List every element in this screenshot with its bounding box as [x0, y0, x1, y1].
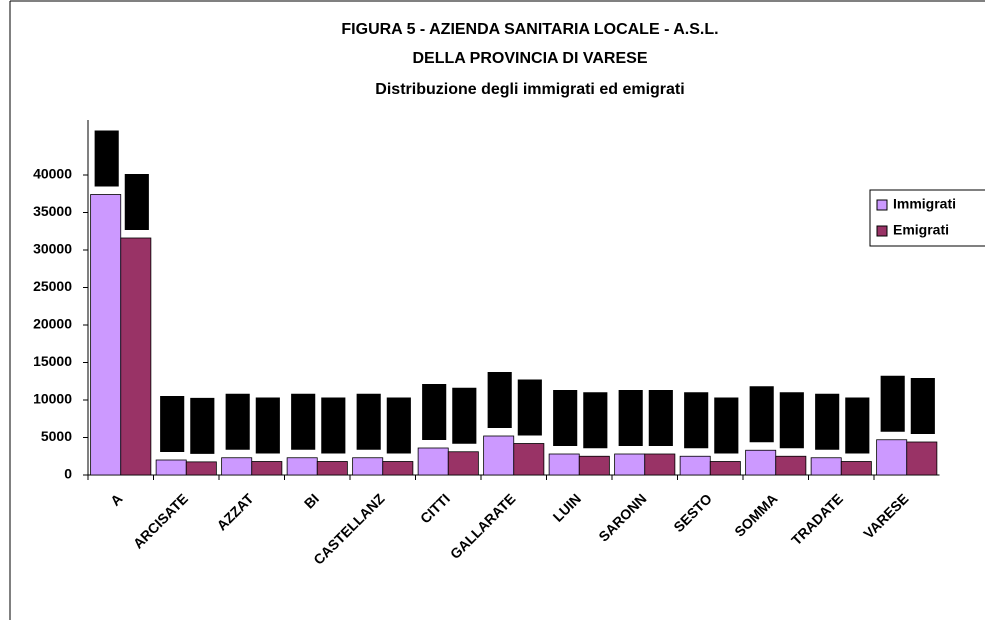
bar — [352, 457, 384, 476]
bar — [185, 461, 217, 476]
y-tick-label: 40000 — [33, 166, 72, 182]
bar — [447, 451, 479, 476]
y-tick-label: 10000 — [33, 391, 72, 407]
redacted-label — [422, 384, 447, 440]
bar — [876, 439, 908, 476]
y-tick-label: 0 — [64, 466, 72, 482]
bar — [382, 461, 414, 476]
bar — [614, 453, 646, 476]
x-tick-label: BI — [301, 490, 322, 511]
redacted-label — [386, 397, 411, 454]
redacted-label — [255, 397, 280, 454]
bar — [644, 453, 676, 476]
y-tick-label: 15000 — [33, 353, 72, 369]
bar — [286, 457, 318, 476]
redacted-label — [684, 392, 709, 449]
redacted-label — [291, 393, 316, 450]
x-tick-label: A — [107, 490, 125, 508]
x-tick-label: SESTO — [670, 490, 715, 535]
bar — [840, 461, 872, 476]
redacted-label — [321, 397, 346, 454]
redacted-label — [553, 390, 578, 446]
bar — [120, 237, 152, 476]
bar — [775, 455, 807, 476]
bar — [155, 459, 187, 476]
bar — [483, 435, 515, 476]
redacted-label — [124, 174, 149, 230]
x-tick-label: SOMMA — [731, 490, 780, 539]
redacted-label — [356, 393, 381, 450]
chart-subtitle: Distribuzione degli immigrati ed emigrat… — [375, 81, 684, 98]
bar — [221, 457, 253, 476]
redacted-label — [749, 386, 774, 443]
x-tick-label: AZZAT — [213, 490, 256, 533]
bar — [745, 449, 777, 476]
y-tick-label: 20000 — [33, 316, 72, 332]
redacted-label — [618, 390, 643, 446]
redacted-label — [452, 387, 477, 444]
bar — [513, 443, 545, 476]
x-tick-label: ARCISATE — [130, 490, 191, 551]
y-tick-label: 25000 — [33, 278, 72, 294]
y-tick-label: 5000 — [41, 428, 72, 444]
y-tick-label: 35000 — [33, 203, 72, 219]
bar — [810, 457, 842, 476]
redacted-label — [815, 393, 840, 450]
bar — [709, 461, 741, 476]
bar — [90, 194, 122, 476]
legend — [869, 189, 985, 247]
x-tick-label: SARONN — [595, 490, 649, 544]
bar — [251, 461, 283, 476]
redacted-label — [714, 397, 739, 454]
legend-label: Emigrati — [893, 222, 949, 238]
redacted-label — [517, 379, 542, 436]
legend-swatch — [876, 199, 888, 211]
redacted-label — [583, 392, 608, 449]
bar — [679, 455, 711, 476]
legend-label: Immigrati — [893, 196, 956, 212]
redacted-label — [910, 378, 935, 434]
x-tick-label: CITTI — [417, 490, 453, 526]
chart-subtitle: DELLA PROVINCIA DI VARESE — [413, 50, 648, 67]
redacted-label — [487, 372, 512, 428]
redacted-label — [160, 396, 185, 452]
bar — [548, 453, 580, 476]
redacted-label — [845, 397, 870, 454]
redacted-label — [648, 390, 673, 446]
bar — [417, 447, 449, 476]
bar — [316, 461, 348, 476]
redacted-label — [880, 375, 905, 432]
y-tick-label: 30000 — [33, 241, 72, 257]
bar — [578, 455, 610, 476]
redacted-label — [190, 397, 215, 454]
legend-swatch — [876, 225, 888, 237]
x-tick-label: LUIN — [550, 490, 584, 524]
x-tick-label: TRADATE — [788, 490, 846, 548]
redacted-label — [225, 393, 250, 450]
x-tick-label: GALLARATE — [447, 490, 519, 562]
x-tick-label: VARESE — [860, 490, 911, 541]
redacted-label — [94, 130, 119, 187]
redacted-label — [779, 392, 804, 449]
chart-title: FIGURA 5 - AZIENDA SANITARIA LOCALE - A.… — [341, 21, 718, 38]
bar — [906, 441, 938, 476]
